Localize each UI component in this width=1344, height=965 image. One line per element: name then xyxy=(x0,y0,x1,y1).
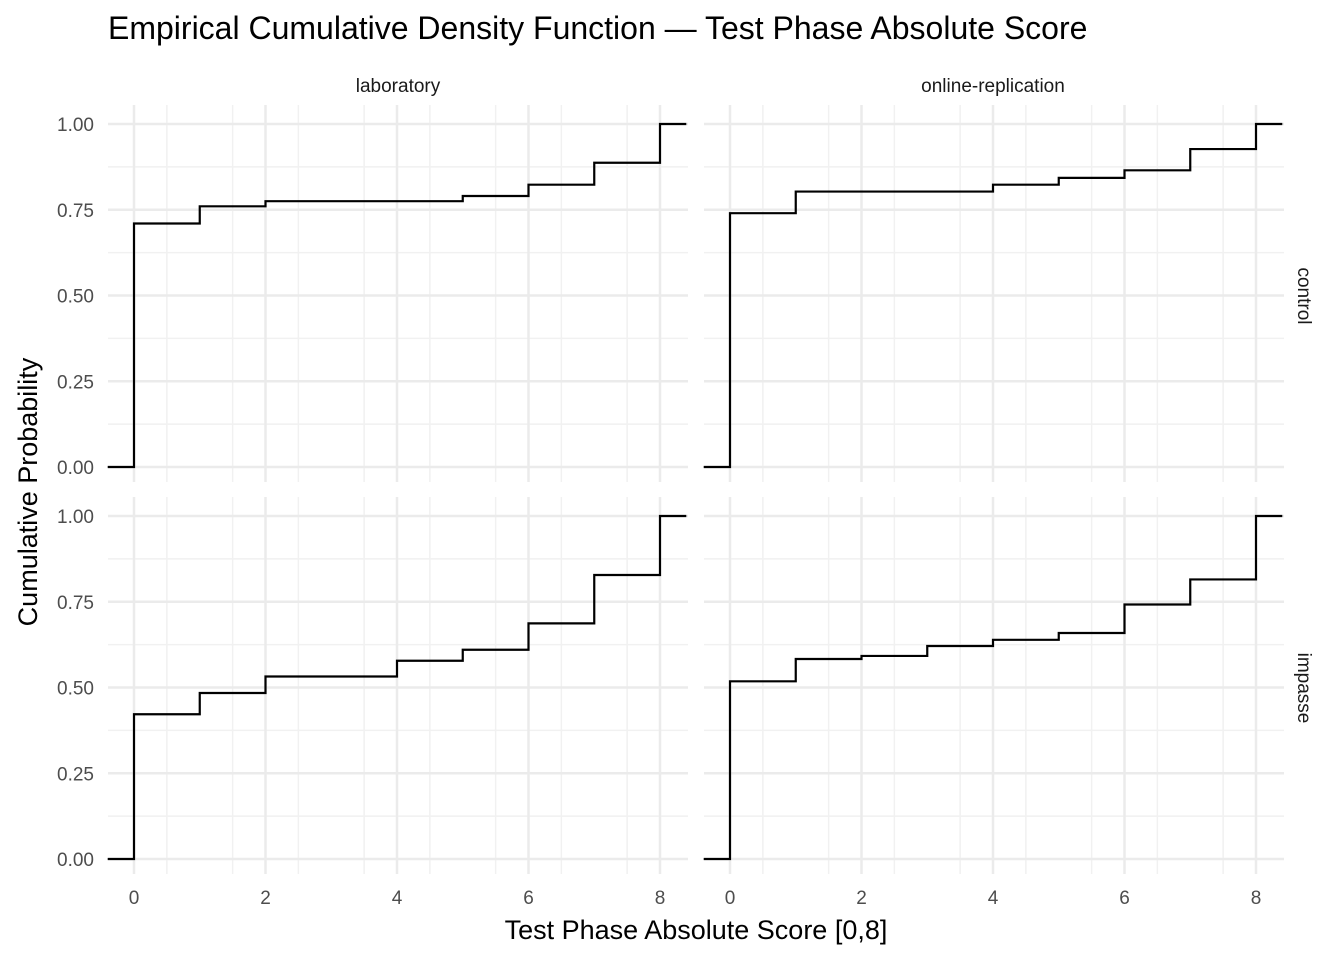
ecdf-step-line xyxy=(703,122,1283,469)
panel-laboratory-control xyxy=(107,105,688,482)
x-tick-label: 0 xyxy=(725,888,736,909)
y-tick-label: 1.00 xyxy=(57,507,94,528)
panel-laboratory-impasse xyxy=(107,497,688,874)
facet-label-control: control xyxy=(1293,267,1314,324)
y-tick-label: 0.00 xyxy=(57,458,94,479)
y-tick-label: 1.00 xyxy=(57,115,94,136)
x-axis-label: Test Phase Absolute Score [0,8] xyxy=(505,915,888,945)
y-tick-label: 0.25 xyxy=(57,372,94,393)
facet-label-impasse: impasse xyxy=(1293,653,1314,724)
y-tick-label: 0.75 xyxy=(57,201,94,222)
x-tick-label: 0 xyxy=(129,888,140,909)
x-tick-label: 2 xyxy=(856,888,867,909)
facet-label-laboratory: laboratory xyxy=(356,76,441,97)
x-tick-label: 4 xyxy=(988,888,999,909)
y-tick-label: 0.25 xyxy=(57,764,94,785)
facet-label-online-replication: online-replication xyxy=(921,76,1065,97)
panel-online-replication-control xyxy=(703,105,1284,482)
x-tick-label: 8 xyxy=(655,888,666,909)
y-tick-label: 0.75 xyxy=(57,593,94,614)
ecdf-step-line xyxy=(703,514,1283,861)
y-tick-label: 0.50 xyxy=(57,287,94,308)
x-tick-label: 8 xyxy=(1251,888,1262,909)
x-tick-label: 2 xyxy=(260,888,271,909)
chart-title: Empirical Cumulative Density Function — … xyxy=(108,10,1087,46)
x-tick-label: 4 xyxy=(392,888,403,909)
ecdf-step-line xyxy=(107,514,687,861)
y-axis-label: Cumulative Probability xyxy=(13,357,43,626)
x-tick-label: 6 xyxy=(1119,888,1130,909)
ecdf-step-line xyxy=(107,122,687,469)
y-tick-label: 0.00 xyxy=(57,850,94,871)
panel-online-replication-impasse xyxy=(703,497,1284,874)
x-tick-label: 6 xyxy=(523,888,534,909)
y-tick-label: 0.50 xyxy=(57,679,94,700)
panels-layer xyxy=(107,105,1284,874)
axes-layer: 0.00 0.25 0.50 0.75 1.00 0.00 0.25 0.50 0.75 1.00… xyxy=(57,115,1261,909)
